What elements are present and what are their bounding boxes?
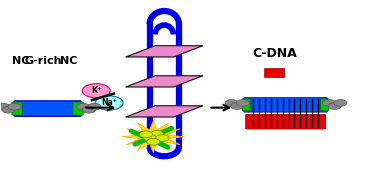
Text: G-rich: G-rich [24,56,62,66]
FancyBboxPatch shape [245,114,326,129]
Text: Na⁺: Na⁺ [101,98,117,107]
Text: K⁺: K⁺ [91,86,101,95]
Circle shape [143,134,156,141]
Circle shape [8,103,21,110]
FancyBboxPatch shape [12,102,22,115]
FancyBboxPatch shape [14,101,81,116]
Text: NC: NC [12,56,30,66]
Polygon shape [126,106,203,117]
Circle shape [88,103,101,110]
Circle shape [82,106,96,113]
Circle shape [76,103,90,110]
Circle shape [334,100,347,106]
Circle shape [0,103,10,110]
Circle shape [156,135,169,141]
Circle shape [328,103,341,109]
Circle shape [323,100,336,106]
Circle shape [82,84,110,98]
Circle shape [2,106,15,113]
Circle shape [146,138,160,145]
FancyBboxPatch shape [244,98,328,112]
Circle shape [150,131,163,137]
Circle shape [225,100,238,106]
Polygon shape [126,76,203,87]
Circle shape [236,100,249,106]
Circle shape [139,131,152,138]
Polygon shape [122,121,184,153]
Circle shape [231,103,244,109]
Circle shape [95,96,123,110]
Bar [264,68,284,77]
FancyBboxPatch shape [73,102,83,115]
Text: NC: NC [60,56,77,66]
Polygon shape [126,46,203,57]
FancyBboxPatch shape [242,99,251,111]
Text: C-DNA: C-DNA [252,47,297,60]
FancyBboxPatch shape [321,99,329,111]
